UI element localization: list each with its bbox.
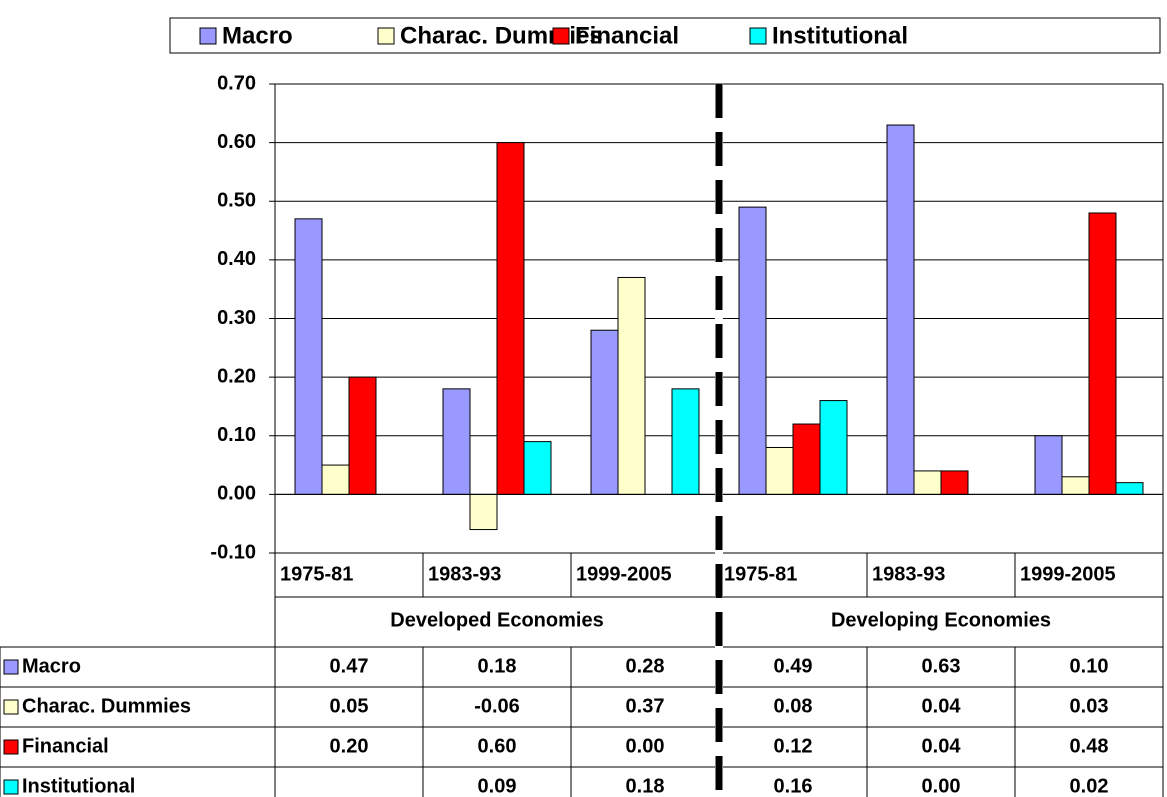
x-tick-label: 1999-2005 bbox=[1020, 563, 1116, 585]
legend-swatch bbox=[749, 27, 767, 45]
bar bbox=[469, 493, 498, 531]
group-label: Developing Economies bbox=[831, 609, 1051, 631]
bar bbox=[1061, 476, 1090, 495]
bar bbox=[496, 142, 525, 495]
group-label: Developed Economies bbox=[390, 609, 603, 631]
table-value: 0.28 bbox=[626, 655, 665, 677]
table-value: 0.18 bbox=[626, 775, 665, 797]
y-tick-label: 0.00 bbox=[217, 483, 256, 505]
legend-label: Macro bbox=[222, 22, 293, 49]
y-tick-label: 0.50 bbox=[217, 190, 256, 212]
bar bbox=[348, 376, 377, 495]
table-swatch bbox=[3, 739, 19, 755]
row-label: Financial bbox=[22, 735, 109, 757]
table-value: 0.04 bbox=[922, 695, 962, 717]
table-value: 0.10 bbox=[1070, 655, 1109, 677]
legend-box bbox=[169, 17, 1161, 54]
bar bbox=[321, 464, 350, 495]
x-tick-label: 1983-93 bbox=[872, 563, 945, 585]
bar bbox=[886, 124, 915, 495]
table-swatch bbox=[3, 699, 19, 715]
table-value: 0.60 bbox=[478, 735, 517, 757]
legend-swatch bbox=[377, 27, 395, 45]
y-tick-label: -0.10 bbox=[210, 541, 256, 563]
table-value: 0.00 bbox=[626, 735, 665, 757]
legend-swatch bbox=[552, 27, 570, 45]
bar bbox=[913, 470, 942, 495]
bar bbox=[819, 400, 848, 495]
table-value: 0.05 bbox=[330, 695, 369, 717]
row-label: Macro bbox=[22, 655, 81, 677]
x-tick-label: 1999-2005 bbox=[576, 563, 672, 585]
bar bbox=[617, 276, 646, 495]
bar bbox=[1115, 482, 1144, 495]
y-tick-label: 0.10 bbox=[217, 424, 256, 446]
bar bbox=[671, 388, 700, 495]
legend-label: Charac. Dummies bbox=[400, 22, 603, 49]
row-label: Charac. Dummies bbox=[22, 695, 191, 717]
bar bbox=[590, 329, 619, 495]
table-value: 0.02 bbox=[1070, 775, 1109, 797]
y-tick-label: 0.30 bbox=[217, 307, 256, 329]
bar bbox=[1088, 212, 1117, 495]
x-tick-label: 1975-81 bbox=[280, 563, 353, 585]
bar bbox=[294, 218, 323, 495]
table-value: 0.04 bbox=[922, 735, 962, 757]
table-value: -0.06 bbox=[474, 695, 520, 717]
y-tick-label: 0.40 bbox=[217, 248, 256, 270]
x-tick-label: 1983-93 bbox=[428, 563, 501, 585]
table-value: 0.08 bbox=[774, 695, 813, 717]
table-value: 0.00 bbox=[922, 775, 961, 797]
x-tick-label: 1975-81 bbox=[724, 563, 797, 585]
legend-label: Institutional bbox=[772, 22, 908, 49]
table-value: 0.48 bbox=[1070, 735, 1109, 757]
y-tick-label: 0.20 bbox=[217, 365, 256, 387]
table-value: 0.12 bbox=[774, 735, 813, 757]
table-swatch bbox=[3, 659, 19, 675]
table-value: 0.18 bbox=[478, 655, 517, 677]
table-value: 0.37 bbox=[626, 695, 665, 717]
table-value: 0.47 bbox=[330, 655, 369, 677]
legend-label: Financial bbox=[575, 22, 679, 49]
bar bbox=[792, 423, 821, 495]
row-label: Institutional bbox=[22, 775, 135, 797]
bar bbox=[442, 388, 471, 495]
table-value: 0.16 bbox=[774, 775, 813, 797]
table-swatch bbox=[3, 779, 19, 795]
table-value: 0.09 bbox=[478, 775, 517, 797]
bar bbox=[1034, 435, 1063, 495]
y-tick-label: 0.70 bbox=[217, 72, 256, 94]
bar bbox=[940, 470, 969, 495]
bar bbox=[738, 206, 767, 495]
bar bbox=[523, 441, 552, 495]
y-tick-label: 0.60 bbox=[217, 131, 256, 153]
table-value: 0.49 bbox=[774, 655, 813, 677]
legend-swatch bbox=[199, 27, 217, 45]
table-value: 0.20 bbox=[330, 735, 369, 757]
table-value: 0.03 bbox=[1070, 695, 1109, 717]
bar bbox=[765, 446, 794, 495]
table-value: 0.63 bbox=[922, 655, 961, 677]
